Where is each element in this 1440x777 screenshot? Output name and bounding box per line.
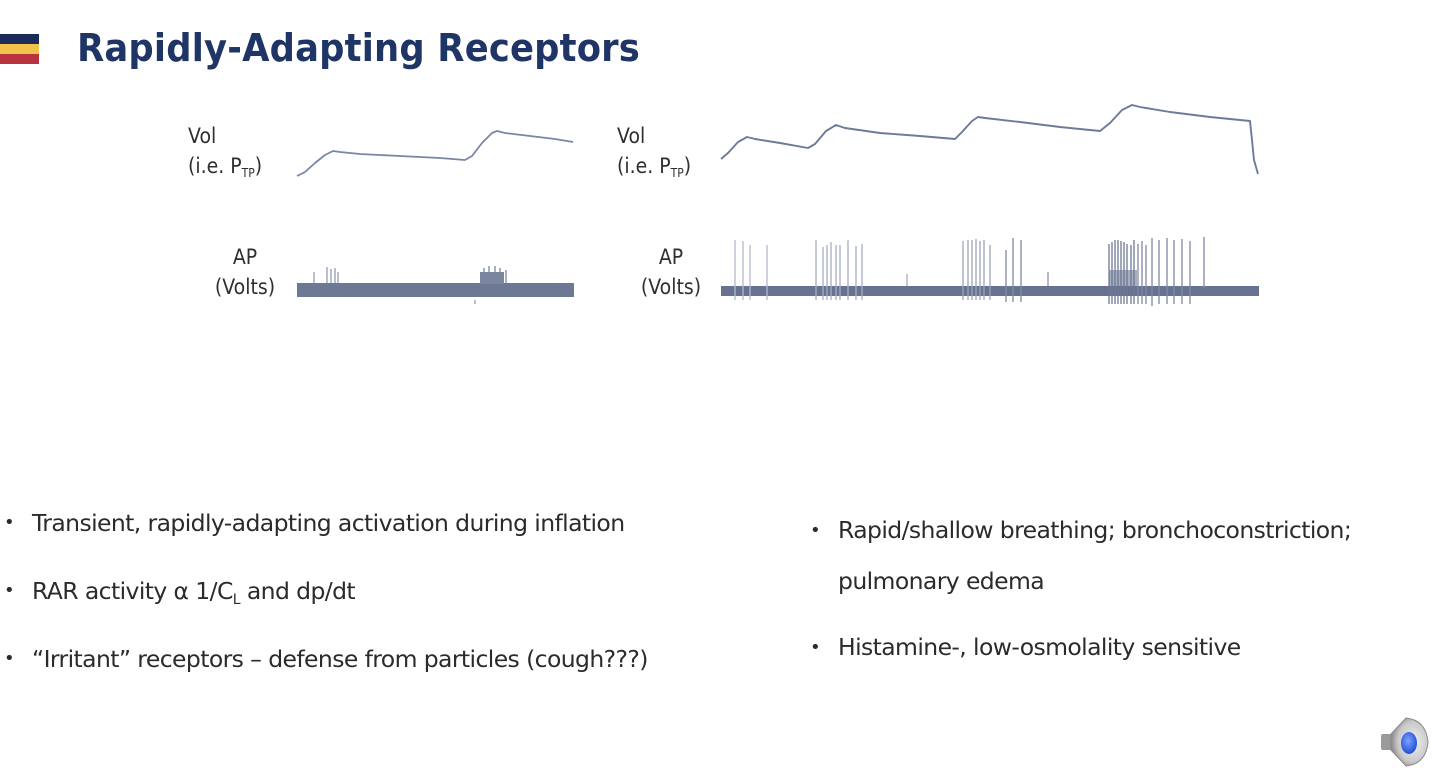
bullet-text: Rapid/shallow breathing; bronchoconstric…	[838, 516, 1352, 595]
right-vol-label-subscript: TP	[670, 166, 684, 180]
right-ap-label: AP (Volts)	[626, 242, 716, 302]
flag-stripe-yellow	[0, 44, 39, 54]
flag-stripe-red	[0, 54, 39, 64]
bullet-text: Transient, rapidly-adapting activation d…	[32, 509, 625, 537]
left-volume-trace	[296, 130, 574, 177]
flag-stripe-navy	[0, 34, 39, 44]
right-volume-trace	[720, 104, 1259, 175]
right-ap-label-line2: (Volts)	[640, 275, 702, 299]
physiology-traces-figure	[296, 104, 1259, 306]
left-vol-label-line1: Vol	[188, 124, 217, 148]
left-ap-spikes	[313, 267, 476, 304]
logo-flag-stripes	[0, 34, 39, 64]
left-ap-burst-spikes	[483, 266, 507, 283]
right-vol-label-prefix: (i.e. P	[617, 154, 671, 178]
left-vol-label-suffix: )	[254, 154, 263, 178]
bullet-text: Histamine-, low-osmolality sensitive	[838, 633, 1241, 661]
left-bullet-list: Transient, rapidly-adapting activation d…	[0, 505, 780, 709]
left-vol-label-subscript: TP	[241, 166, 255, 180]
left-ap-label-line1: AP	[232, 245, 258, 269]
right-vol-label-suffix: )	[683, 154, 692, 178]
right-vol-label-line1: Vol	[617, 124, 646, 148]
bullet-item: Rapid/shallow breathing; bronchoconstric…	[806, 505, 1440, 607]
audio-speaker-button[interactable]	[1376, 712, 1434, 770]
bullet-item: RAR activity α 1/CL and dp/dt	[0, 573, 780, 641]
right-vol-label: Vol (i.e. PTP)	[617, 121, 707, 188]
left-vol-label-line2: (i.e. PTP)	[188, 151, 278, 188]
left-vol-label: Vol (i.e. PTP)	[188, 121, 278, 188]
bullet-item: “Irritant” receptors – defense from part…	[0, 641, 780, 709]
right-bullet-list: Rapid/shallow breathing; bronchoconstric…	[806, 505, 1440, 688]
slide-title: Rapidly-Adapting Receptors	[77, 26, 641, 70]
bullet-item: Histamine-, low-osmolality sensitive	[806, 622, 1440, 673]
speaker-icon	[1381, 717, 1429, 767]
bullet-text-suffix: and dp/dt	[239, 577, 356, 605]
right-ap-label-line1: AP	[658, 245, 684, 269]
left-ap-burst	[480, 272, 504, 284]
bullet-text-prefix: RAR activity α 1/C	[32, 577, 233, 605]
left-ap-label: AP (Volts)	[200, 242, 290, 302]
left-ap-baseline	[297, 283, 574, 297]
right-ap-burst-block	[1109, 270, 1137, 286]
left-vol-label-prefix: (i.e. P	[188, 154, 242, 178]
bullet-text: “Irritant” receptors – defense from part…	[32, 645, 648, 673]
right-vol-label-line2: (i.e. PTP)	[617, 151, 707, 188]
bullet-text-subscript: L	[232, 592, 241, 608]
left-ap-label-line2: (Volts)	[214, 275, 276, 299]
bullet-item: Transient, rapidly-adapting activation d…	[0, 505, 780, 573]
